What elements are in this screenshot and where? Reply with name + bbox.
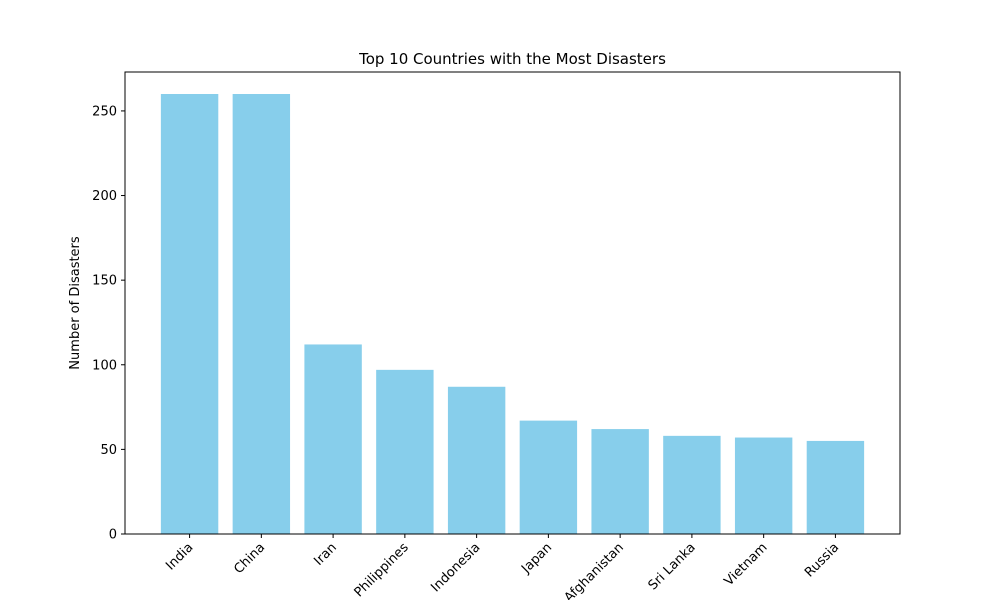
x-tick-label: Vietnam xyxy=(722,540,771,589)
x-tick-label: Afghanistan xyxy=(562,540,627,600)
plot-frame xyxy=(124,71,901,535)
y-axis-title: Number of Disasters xyxy=(68,236,83,370)
bars-group xyxy=(160,94,865,534)
x-tick-label: Indonesia xyxy=(428,540,483,595)
bar-china xyxy=(232,94,291,534)
bar-sri-lanka xyxy=(663,435,721,534)
x-tick-label: Sri Lanka xyxy=(646,540,699,593)
chart-title: Top 10 Countries with the Most Disasters xyxy=(358,50,666,68)
x-tick-label: Russia xyxy=(802,540,842,580)
bar-india xyxy=(160,94,219,534)
y-tick-label: 100 xyxy=(92,358,117,373)
x-tick-label: India xyxy=(163,540,196,573)
x-tick-label: Iran xyxy=(311,540,340,569)
bar-afghanistan xyxy=(591,429,649,534)
bar-indonesia xyxy=(447,386,506,534)
bar-japan xyxy=(519,420,578,534)
y-tick-label: 250 xyxy=(92,104,117,119)
y-axis-ticks: 0 50 100 150 200 250 xyxy=(92,104,125,543)
y-tick-label: 50 xyxy=(100,443,117,458)
bar-philippines xyxy=(376,369,434,534)
x-axis-ticks: India China Iran Philippines Indonesia Japan A… xyxy=(163,534,842,600)
x-tick-label: Philippines xyxy=(352,540,412,600)
x-tick-label: China xyxy=(231,540,268,577)
y-tick-label: 150 xyxy=(92,274,117,289)
bar-vietnam xyxy=(734,437,793,534)
bar-russia xyxy=(806,440,865,534)
y-tick-label: 200 xyxy=(92,189,117,204)
bar-iran xyxy=(304,344,362,534)
y-tick-label: 0 xyxy=(109,528,117,543)
x-tick-label: Japan xyxy=(518,540,555,577)
